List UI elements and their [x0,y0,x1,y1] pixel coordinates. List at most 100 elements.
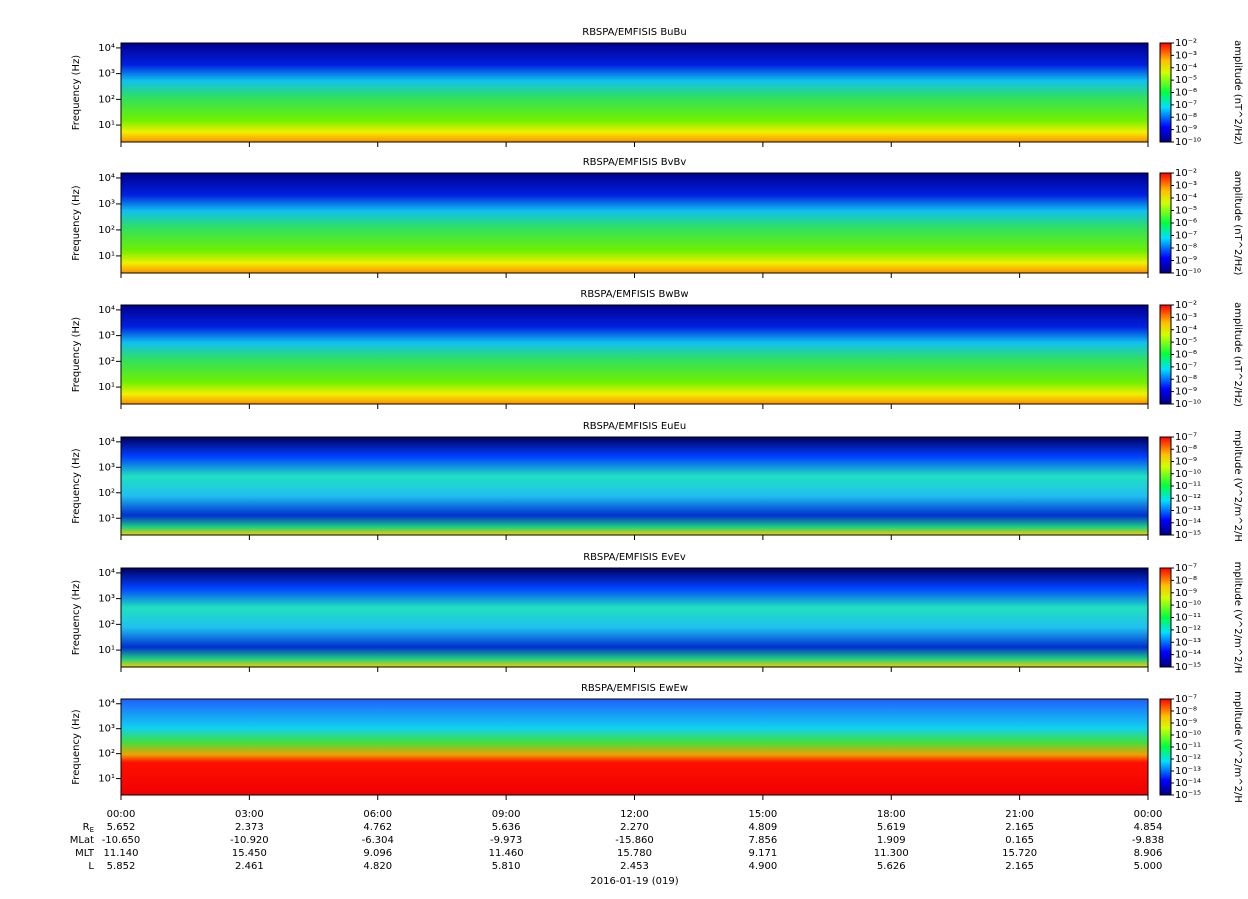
colorbar [1159,436,1172,536]
y-tick-label: 10⁴ [98,43,115,54]
colorbar-tick-label: 10⁻¹⁴ [1175,778,1201,789]
spectrogram-image [121,43,1148,142]
colorbar [1159,567,1172,668]
y-tick-label: 10⁴ [98,568,115,579]
y-tick-label: 10² [98,356,115,367]
ephemeris-label-text: R [83,822,90,833]
y-tick-label: 10³ [98,199,115,210]
colorbar-tick-label: 10⁻⁵ [1175,206,1197,217]
colorbar-tick-label: 10⁻² [1175,168,1197,179]
colorbar-label: amplitude (nT^2/Hz) [1232,40,1243,145]
spectrogram-image [121,173,1148,273]
ephemeris-label-text: L [88,861,94,872]
ephemeris-label-text: MLat [70,835,94,846]
ephemeris-value: 5.852 [107,861,136,872]
ephemeris-value: 11.140 [104,848,139,859]
ephemeris-value: 0.165 [1005,835,1034,846]
colorbar-tick-label: 10⁻⁹ [1175,125,1197,136]
x-tick-label: 21:00 [1005,809,1034,820]
colorbar-tick-label: 10⁻⁵ [1175,75,1197,86]
ephemeris-value: -9.973 [490,835,522,846]
colorbar-tick-label: 10⁻¹⁵ [1175,530,1201,541]
colorbar-tick-label: 10⁻¹⁰ [1175,730,1201,741]
ephemeris-value: 5.810 [492,861,521,872]
y-tick-label: 10⁴ [98,173,115,184]
ephemeris-label: L [88,861,94,872]
colorbar-tick-label: 10⁻¹⁰ [1175,469,1201,480]
y-tick-label: 10³ [98,462,115,473]
colorbar [1159,698,1172,796]
x-tick-label: 00:00 [107,809,136,820]
colorbar-label: mplitude (V^2/m^2/H [1232,430,1243,542]
ephemeris-label-subscript: E [90,826,94,834]
colorbar-tick-label: 10⁻¹⁵ [1175,662,1201,673]
ephemeris-value: 5.619 [877,822,906,833]
colorbar-tick-label: 10⁻⁹ [1175,718,1197,729]
panel-title: RBSPA/EMFISIS EuEu [583,421,686,432]
y-tick-label: 10³ [98,594,115,605]
spectrogram-image [121,568,1148,667]
y-tick-label: 10² [98,619,115,630]
date-label: 2016-01-19 (019) [590,876,678,887]
colorbar-tick-label: 10⁻¹² [1175,625,1201,636]
x-tick-label: 09:00 [492,809,521,820]
y-tick-label: 10¹ [98,774,115,785]
x-tick-label: 06:00 [363,809,392,820]
ephemeris-value: 8.906 [1134,848,1163,859]
y-axis-label: Frequency (Hz) [71,185,82,261]
colorbar-tick-label: 10⁻² [1175,38,1197,49]
ephemeris-value: 9.171 [749,848,778,859]
ephemeris-value: 4.820 [363,861,392,872]
colorbar-tick-label: 10⁻¹¹ [1175,613,1201,624]
ephemeris-value: 5.000 [1134,861,1163,872]
colorbar-tick-label: 10⁻⁶ [1175,88,1197,99]
panel-title: RBSPA/EMFISIS BwBw [580,289,688,300]
colorbar-tick-label: 10⁻³ [1175,181,1197,192]
y-tick-label: 10³ [98,331,115,342]
colorbar-tick-label: 10⁻¹³ [1175,766,1201,777]
ephemeris-label-text: MLT [75,848,95,859]
ephemeris-label: RE [83,822,94,834]
ephemeris-value: 5.652 [107,822,136,833]
spectrogram-image [121,699,1148,795]
colorbar-tick-label: 10⁻⁸ [1175,243,1197,254]
ephemeris-value: 5.626 [877,861,906,872]
ephemeris-label: MLT [75,848,95,859]
colorbar-tick-label: 10⁻⁵ [1175,337,1197,348]
ephemeris-value: 2.461 [235,861,264,872]
colorbar [1159,172,1172,274]
y-tick-label: 10¹ [98,120,115,131]
panel-title: RBSPA/EMFISIS BvBv [583,157,687,168]
y-axis-label: Frequency (Hz) [71,317,82,393]
colorbar-tick-label: 10⁻⁷ [1175,694,1197,705]
ephemeris-value: 1.909 [877,835,906,846]
x-tick-label: 03:00 [235,809,264,820]
colorbar-tick-label: 10⁻⁸ [1175,706,1197,717]
y-tick-label: 10² [98,488,115,499]
ephemeris-value: -10.650 [102,835,141,846]
ephemeris-value: 15.450 [232,848,267,859]
y-axis-label: Frequency (Hz) [71,580,82,656]
colorbar-label: amplitude (nT^2/Hz) [1232,302,1243,407]
spectrogram-image [121,437,1148,535]
y-tick-label: 10¹ [98,513,115,524]
y-tick-label: 10² [98,749,115,760]
colorbar-tick-label: 10⁻¹⁰ [1175,600,1201,611]
colorbar-tick-label: 10⁻¹⁴ [1175,650,1201,661]
ephemeris-value: 7.856 [749,835,778,846]
colorbar-tick-label: 10⁻⁴ [1175,193,1197,204]
ephemeris-value: 4.762 [363,822,392,833]
y-tick-label: 10² [98,94,115,105]
panel-title: RBSPA/EMFISIS EvEv [583,552,686,563]
ephemeris-value: -10.920 [230,835,269,846]
y-tick-label: 10³ [98,724,115,735]
ephemeris-value: 2.270 [620,822,649,833]
colorbar-tick-label: 10⁻⁷ [1175,432,1197,443]
colorbar-tick-label: 10⁻⁴ [1175,325,1197,336]
colorbar-label: mplitude (V^2/m^2/H [1232,562,1243,674]
panel-title: RBSPA/EMFISIS EwEw [581,683,688,694]
colorbar [1159,304,1172,405]
colorbar-tick-label: 10⁻¹⁵ [1175,790,1201,801]
ephemeris-value: 15.780 [617,848,652,859]
colorbar-tick-label: 10⁻¹³ [1175,506,1201,517]
